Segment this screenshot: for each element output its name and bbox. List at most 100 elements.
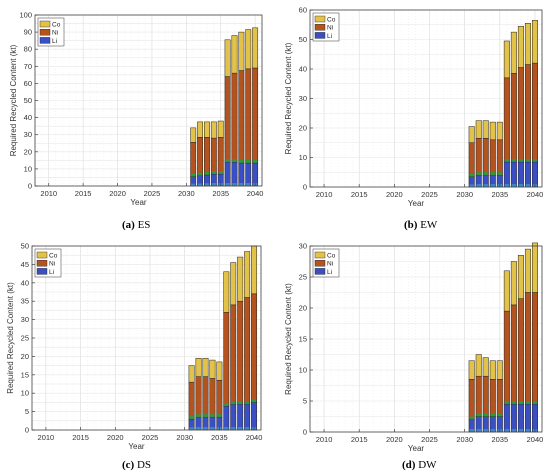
caption-b-letter: (b) bbox=[404, 219, 418, 231]
x-tick-label-c-2010: 2010 bbox=[38, 433, 55, 442]
bar-a-co-2037 bbox=[231, 35, 238, 74]
bar-a-co-2038 bbox=[238, 31, 245, 71]
bar-base-c-ni-2032 bbox=[196, 414, 201, 418]
bar-base-c-ni-2036 bbox=[224, 403, 229, 407]
bar-base-b-li-2038 bbox=[518, 184, 524, 187]
bar-c-co-2040 bbox=[251, 245, 258, 295]
bar-base-b-ni-2034 bbox=[490, 172, 496, 176]
y-tick-label-c-45: 45 bbox=[21, 260, 29, 269]
y-tick-label-c-5: 5 bbox=[25, 407, 29, 416]
y-tick-label-c-50: 50 bbox=[21, 242, 29, 251]
caption-c-letter: (c) bbox=[122, 459, 135, 471]
bar-base-b-ni-2032 bbox=[476, 172, 481, 176]
bar-base-d-li-2032 bbox=[476, 429, 481, 432]
bar-base-a-li-2033 bbox=[204, 183, 210, 186]
bar-b-ni-2039 bbox=[524, 64, 531, 163]
bar-d-ni-2032 bbox=[475, 375, 482, 417]
bar-a-ni-2033 bbox=[204, 137, 210, 176]
bar-c-co-2037 bbox=[230, 262, 237, 306]
y-tick-label-d-15: 15 bbox=[299, 335, 307, 344]
x-tick-label-a-2020: 2020 bbox=[109, 189, 126, 198]
bar-base-d-ni-2039 bbox=[525, 401, 531, 405]
bar-a-co-2040 bbox=[252, 27, 259, 69]
legend-label-b-ni: Ni bbox=[327, 25, 333, 32]
bar-d-li-2037 bbox=[510, 403, 517, 433]
x-tick-label-b-2020: 2020 bbox=[386, 190, 403, 199]
bar-base-c-li-2038 bbox=[237, 427, 243, 430]
bar-base-b-li-2031 bbox=[469, 184, 474, 187]
bar-base-c-ni-2038 bbox=[237, 401, 243, 405]
y-tick-label-a-30: 30 bbox=[24, 130, 32, 139]
x-tick-label-c-2020: 2020 bbox=[107, 433, 124, 442]
bar-b-ni-2031 bbox=[468, 142, 475, 177]
bar-c-ni-2035 bbox=[216, 380, 223, 418]
bar-a-ni-2040 bbox=[252, 67, 259, 164]
legend-swatch-a-li bbox=[39, 37, 51, 44]
x-axis-label-d: Year bbox=[408, 444, 425, 453]
caption-a-name: ES bbox=[137, 219, 151, 231]
bar-a-ni-2036 bbox=[224, 76, 231, 163]
x-tick-label-d-2025: 2025 bbox=[421, 435, 438, 444]
bar-c-ni-2033 bbox=[202, 376, 209, 418]
legend-label-a-ni: Ni bbox=[52, 30, 58, 37]
x-tick-label-c-2030: 2030 bbox=[176, 433, 193, 442]
bar-a-co-2036 bbox=[224, 39, 231, 77]
bar-base-c-li-2033 bbox=[203, 427, 208, 430]
y-axis-label-d: Required Recycled Content (kt) bbox=[284, 283, 293, 395]
chart-panel-b: 2010 2015 2020 2025 2030 2035 2040010203040506… bbox=[284, 6, 543, 209]
x-tick-label-a-2035: 2035 bbox=[212, 189, 229, 198]
x-tick-label-c-2035: 2035 bbox=[211, 433, 228, 442]
bar-base-b-li-2036 bbox=[504, 184, 510, 187]
bar-base-a-ni-2031 bbox=[191, 173, 196, 177]
bar-a-co-2032 bbox=[197, 121, 204, 138]
x-tick-label-b-2030: 2030 bbox=[456, 190, 473, 199]
bar-c-ni-2039 bbox=[244, 297, 251, 405]
bar-base-d-ni-2033 bbox=[483, 413, 488, 417]
bar-base-a-ni-2040 bbox=[252, 159, 258, 163]
bar-d-ni-2031 bbox=[468, 379, 475, 420]
legend-label-c-co: Co bbox=[49, 253, 58, 260]
caption-c-name: DS bbox=[136, 459, 152, 471]
y-tick-label-a-100: 100 bbox=[19, 11, 32, 20]
bar-d-ni-2037 bbox=[510, 304, 517, 405]
y-tick-label-b-50: 50 bbox=[299, 35, 307, 44]
bar-base-b-li-2034 bbox=[490, 184, 496, 187]
bar-a-ni-2035 bbox=[217, 137, 224, 175]
bar-c-co-2031 bbox=[188, 365, 195, 383]
bar-d-co-2040 bbox=[531, 242, 538, 293]
bar-b-ni-2037 bbox=[510, 73, 517, 163]
bar-base-a-li-2039 bbox=[246, 183, 251, 186]
bar-base-d-li-2036 bbox=[504, 429, 510, 432]
bar-base-b-li-2033 bbox=[483, 184, 488, 187]
bar-base-c-ni-2031 bbox=[189, 415, 194, 419]
bar-base-c-ni-2033 bbox=[203, 414, 208, 418]
bar-c-li-2037 bbox=[230, 403, 237, 431]
x-tick-label-d-2020: 2020 bbox=[386, 435, 403, 444]
bar-c-co-2033 bbox=[202, 357, 209, 377]
caption-a-letter: (a) bbox=[122, 219, 135, 231]
bar-base-d-li-2031 bbox=[469, 429, 474, 432]
legend-swatch-c-li bbox=[36, 268, 48, 275]
bar-c-co-2038 bbox=[237, 256, 244, 302]
legend-swatch-c-co bbox=[36, 251, 48, 259]
bar-b-li-2036 bbox=[503, 161, 510, 188]
bar-d-co-2035 bbox=[496, 360, 503, 380]
bar-b-li-2039 bbox=[524, 161, 531, 188]
bar-base-a-li-2036 bbox=[225, 183, 230, 186]
bar-base-d-ni-2031 bbox=[469, 416, 474, 420]
bar-a-co-2034 bbox=[210, 121, 217, 139]
bar-base-a-li-2037 bbox=[232, 183, 237, 186]
bar-d-co-2033 bbox=[482, 357, 489, 377]
y-tick-label-d-25: 25 bbox=[299, 273, 307, 282]
x-axis-label-b: Year bbox=[408, 199, 425, 208]
x-tick-label-d-2010: 2010 bbox=[316, 435, 333, 444]
bar-b-ni-2036 bbox=[503, 77, 510, 163]
bar-d-li-2038 bbox=[517, 403, 524, 433]
bar-b-co-2035 bbox=[496, 121, 503, 141]
bar-a-co-2035 bbox=[217, 120, 224, 138]
y-tick-label-c-0: 0 bbox=[25, 426, 29, 435]
bar-base-d-li-2039 bbox=[525, 429, 531, 432]
bar-base-d-ni-2034 bbox=[490, 413, 496, 417]
bar-c-ni-2040 bbox=[251, 293, 258, 403]
